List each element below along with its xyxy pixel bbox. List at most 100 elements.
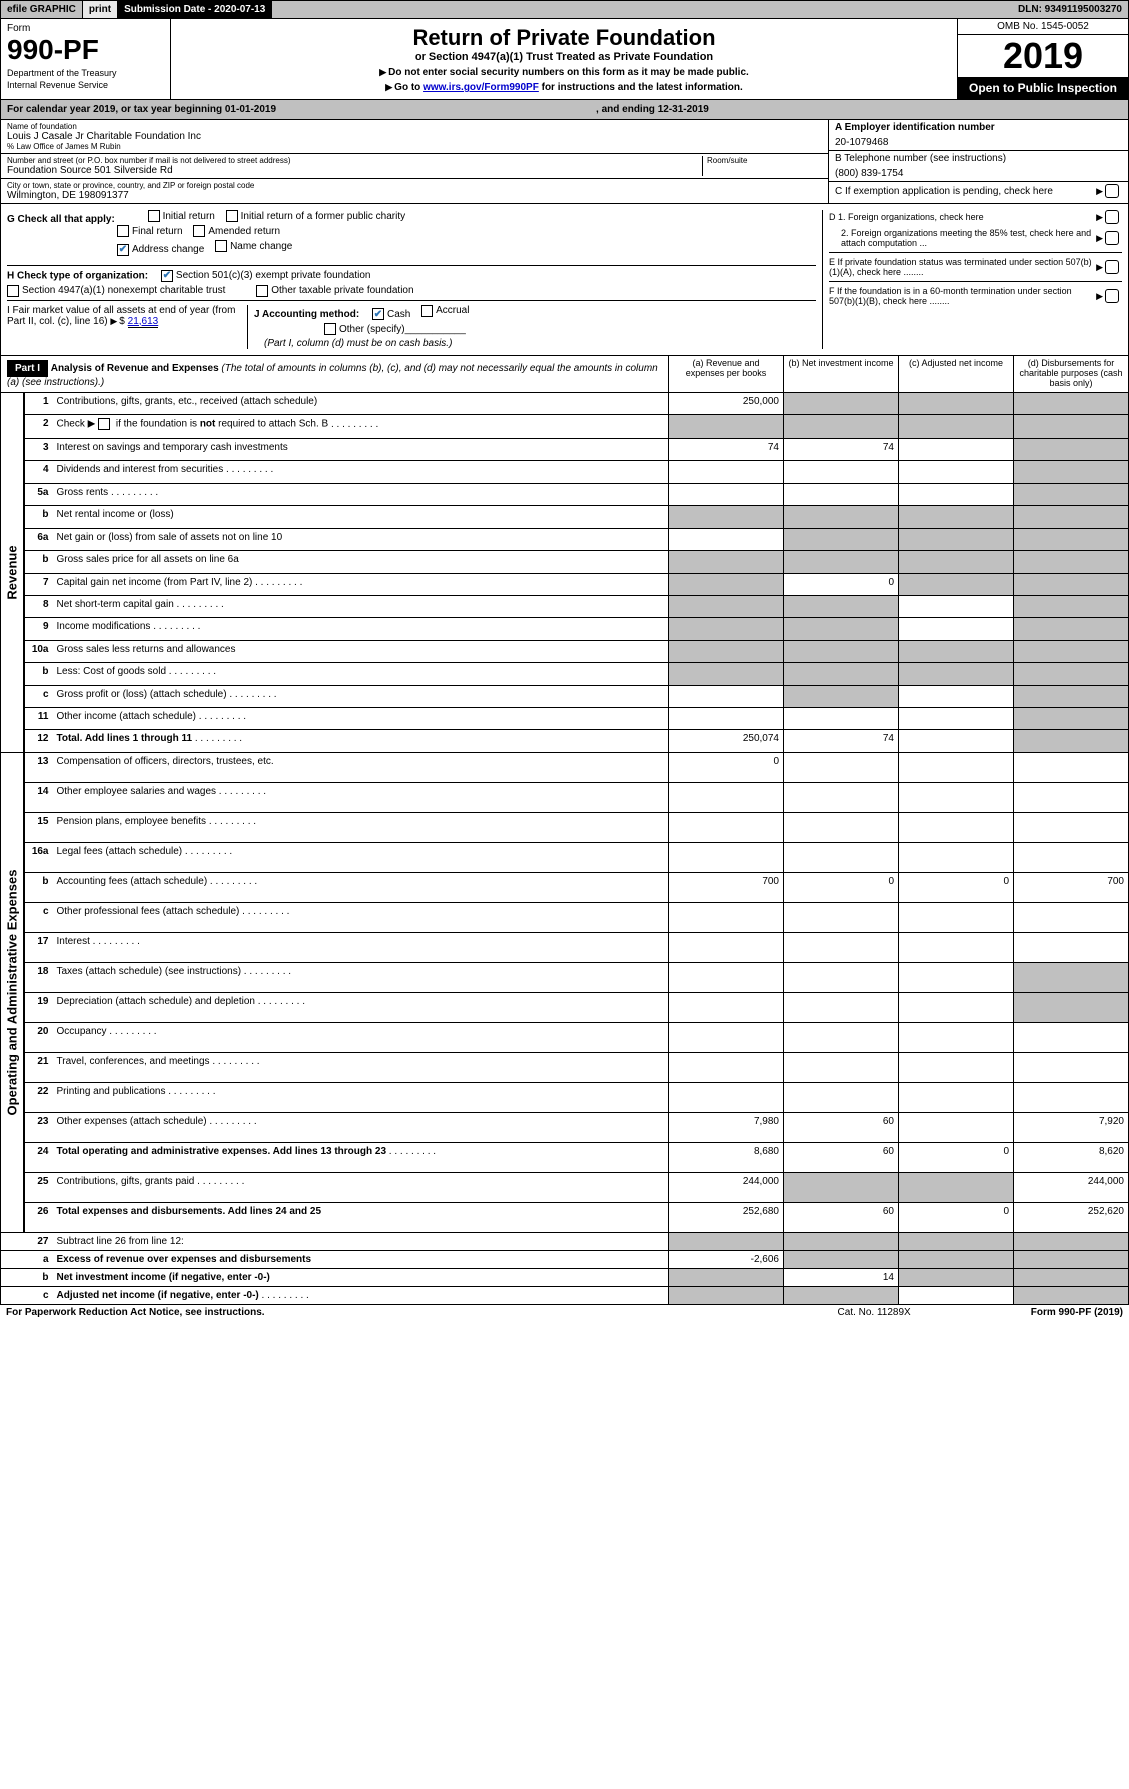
table-row: 27Subtract line 26 from line 12: (1, 1233, 1129, 1251)
table-row: 8Net short-term capital gain (25, 595, 1129, 617)
info-right: A Employer identification number 20-1079… (828, 120, 1128, 203)
i-value-link[interactable]: 21,613 (128, 316, 159, 328)
chk-final[interactable] (117, 225, 129, 237)
dln-label: DLN: 93491195003270 (1012, 1, 1128, 18)
table-row: 19Depreciation (attach schedule) and dep… (25, 992, 1129, 1022)
form-version: Form 990-PF (2019) (1031, 1307, 1123, 1318)
col-d: (d) Disbursements for charitable purpose… (1013, 356, 1128, 392)
table-row: 6aNet gain or (loss) from sale of assets… (25, 528, 1129, 550)
dept-treasury: Department of the Treasury (7, 68, 164, 78)
care-of: % Law Office of James M Rubin (7, 142, 822, 151)
cat-number: Cat. No. 11289X (838, 1307, 911, 1318)
table-row: bGross sales price for all assets on lin… (25, 551, 1129, 573)
chk-other-taxable[interactable] (256, 285, 268, 297)
c-label: C If exemption application is pending, c… (835, 186, 1096, 197)
table-row: 1Contributions, gifts, grants, etc., rec… (25, 393, 1129, 415)
print-button[interactable]: print (83, 1, 118, 18)
chk-amended[interactable] (193, 225, 205, 237)
chk-initial[interactable] (148, 210, 160, 222)
side-revenue: Revenue (0, 393, 24, 753)
side-expenses: Operating and Administrative Expenses (0, 753, 24, 1233)
dept-irs: Internal Revenue Service (7, 80, 164, 90)
open-inspection: Open to Public Inspection (958, 77, 1128, 99)
chk-sch-b[interactable] (98, 418, 110, 430)
form-number: 990-PF (7, 34, 164, 66)
table-row: 14Other employee salaries and wages (25, 782, 1129, 812)
calyear-begin: For calendar year 2019, or tax year begi… (7, 104, 276, 115)
table-row: 18Taxes (attach schedule) (see instructi… (25, 962, 1129, 992)
top-banner: efile GRAPHIC print Submission Date - 20… (0, 0, 1129, 19)
table-row: 2Check ▶ if the foundation is not requir… (25, 415, 1129, 439)
room-label: Room/suite (707, 156, 822, 165)
info-block: Name of foundation Louis J Casale Jr Cha… (0, 120, 1129, 204)
foundation-name: Louis J Casale Jr Charitable Foundation … (7, 131, 822, 142)
ein: 20-1079468 (835, 133, 1122, 148)
table-row: 23Other expenses (attach schedule)7,9806… (25, 1112, 1129, 1142)
table-row: cGross profit or (loss) (attach schedule… (25, 685, 1129, 707)
col-b: (b) Net investment income (783, 356, 898, 392)
checkbox-section: G Check all that apply: Initial return I… (0, 204, 1129, 356)
calendar-year-row: For calendar year 2019, or tax year begi… (0, 100, 1129, 120)
part1-desc: Part I Analysis of Revenue and Expenses … (1, 356, 668, 392)
chk-4947[interactable] (7, 285, 19, 297)
chk-e[interactable] (1105, 260, 1119, 274)
h-label: H Check type of organization: (7, 270, 148, 281)
table-row: 12Total. Add lines 1 through 11250,07474 (25, 730, 1129, 753)
ein-label: A Employer identification number (835, 122, 1122, 133)
street: Foundation Source 501 Silverside Rd (7, 165, 702, 176)
f-label: F If the foundation is in a 60-month ter… (829, 286, 1096, 306)
g-label: G Check all that apply: (7, 214, 115, 225)
table-row: 17Interest (25, 932, 1129, 962)
omb-number: OMB No. 1545-0052 (958, 19, 1128, 35)
city-row: City or town, state or province, country… (1, 179, 828, 203)
name-label: Name of foundation (7, 122, 822, 131)
submission-date: Submission Date - 2020-07-13 (118, 1, 272, 18)
tax-year: 2019 (958, 35, 1128, 77)
efile-label: efile GRAPHIC (1, 1, 83, 18)
c-checkbox[interactable] (1105, 184, 1119, 198)
note-goto: Go to www.irs.gov/Form990PF for instruct… (177, 82, 951, 93)
address-row: Number and street (or P.O. box number if… (1, 154, 828, 179)
chk-other-method[interactable] (324, 323, 336, 335)
col-c: (c) Adjusted net income (898, 356, 1013, 392)
part1-cols: (a) Revenue and expenses per books (b) N… (668, 356, 1128, 392)
ein-row: A Employer identification number 20-1079… (829, 120, 1128, 151)
foundation-name-row: Name of foundation Louis J Casale Jr Cha… (1, 120, 828, 154)
summary-table: 27Subtract line 26 from line 12: aExcess… (0, 1233, 1129, 1305)
chk-d1[interactable] (1105, 210, 1119, 224)
paperwork-notice: For Paperwork Reduction Act Notice, see … (6, 1307, 265, 1318)
check-left: G Check all that apply: Initial return I… (7, 210, 816, 349)
table-row: 16aLegal fees (attach schedule) (25, 842, 1129, 872)
table-row: 20Occupancy (25, 1022, 1129, 1052)
table-row: 26Total expenses and disbursements. Add … (25, 1202, 1129, 1232)
d1-label: D 1. Foreign organizations, check here (829, 212, 1096, 222)
chk-f[interactable] (1105, 289, 1119, 303)
table-row: 25Contributions, gifts, grants paid244,0… (25, 1172, 1129, 1202)
form-title: Return of Private Foundation (177, 25, 951, 51)
city-label: City or town, state or province, country… (7, 181, 822, 190)
col-a: (a) Revenue and expenses per books (668, 356, 783, 392)
chk-name-change[interactable] (215, 240, 227, 252)
chk-cash[interactable]: ✔ (372, 308, 384, 320)
note-ssn: Do not enter social security numbers on … (177, 67, 951, 78)
chk-d2[interactable] (1105, 231, 1119, 245)
phone-row: B Telephone number (see instructions) (8… (829, 151, 1128, 182)
header-right: OMB No. 1545-0052 2019 Open to Public In… (958, 19, 1128, 99)
table-row: bAccounting fees (attach schedule)700007… (25, 872, 1129, 902)
info-left: Name of foundation Louis J Casale Jr Cha… (1, 120, 828, 203)
expenses-section: Operating and Administrative Expenses 13… (0, 753, 1129, 1233)
table-row: 9Income modifications (25, 618, 1129, 640)
part1-header-row: Part I Analysis of Revenue and Expenses … (0, 356, 1129, 393)
e-label: E If private foundation status was termi… (829, 257, 1096, 277)
table-row: 3Interest on savings and temporary cash … (25, 438, 1129, 460)
table-row: 7Capital gain net income (from Part IV, … (25, 573, 1129, 595)
calyear-end: , and ending 12-31-2019 (596, 104, 709, 115)
i-label: I Fair market value of all assets at end… (7, 305, 235, 327)
chk-address[interactable]: ✔ (117, 244, 129, 256)
chk-initial-former[interactable] (226, 210, 238, 222)
chk-accrual[interactable] (421, 305, 433, 317)
chk-501c3[interactable]: ✔ (161, 270, 173, 282)
table-row: 22Printing and publications (25, 1082, 1129, 1112)
irs-link[interactable]: www.irs.gov/Form990PF (423, 82, 539, 93)
table-row: bLess: Cost of goods sold (25, 663, 1129, 685)
